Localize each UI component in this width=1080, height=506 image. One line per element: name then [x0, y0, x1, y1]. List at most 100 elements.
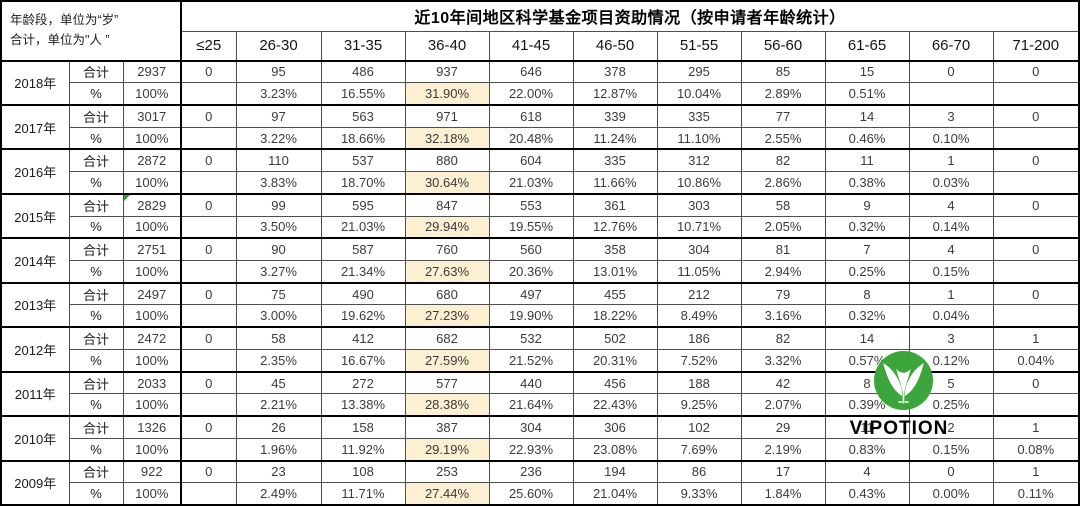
- percent-cell: [992, 304, 1080, 328]
- percent-cell: 0.43%: [824, 482, 910, 506]
- count-cell: 14: [824, 326, 910, 350]
- column-header: 36-40: [404, 30, 490, 62]
- percent-cell: 29.94%: [404, 215, 490, 239]
- percent-cell: 9.25%: [656, 393, 742, 417]
- count-cell: 502: [572, 326, 658, 350]
- percent-cell: 3.27%: [235, 260, 322, 284]
- count-cell: 0: [180, 192, 237, 217]
- row-label-percent: %: [68, 260, 124, 284]
- row-label-total: 合计: [68, 459, 124, 484]
- percent-cell: 21.03%: [320, 215, 406, 239]
- percent-cell: 10.71%: [656, 215, 742, 239]
- count-cell: 339: [572, 104, 658, 128]
- count-cell: 304: [488, 415, 574, 439]
- year-label: 2009年: [0, 459, 70, 506]
- percent-cell: 2.55%: [740, 126, 826, 150]
- percent-cell: 19.62%: [320, 304, 406, 328]
- percent-cell: 27.59%: [404, 348, 490, 373]
- total-percent-cell: 100%: [122, 215, 182, 239]
- count-cell: 306: [572, 415, 658, 439]
- age-header-row: ≤25 26-30 31-35 36-40 41-45 46-50 51-55 56-60 61…: [1, 30, 1080, 62]
- total-percent-cell: 100%: [122, 260, 182, 284]
- percent-cell: [992, 82, 1080, 106]
- corner-note-line2: 合计，单位为"人 ”: [10, 32, 110, 47]
- percent-cell: 16.67%: [320, 348, 406, 373]
- row-label-percent: %: [68, 126, 124, 150]
- percent-cell: 0.04%: [992, 348, 1080, 373]
- column-header: 61-65: [824, 30, 910, 62]
- percent-cell: 19.90%: [488, 304, 574, 328]
- percent-cell: 12.87%: [572, 82, 658, 106]
- percent-cell: 3.83%: [235, 171, 322, 195]
- percent-cell: [180, 126, 237, 150]
- count-cell: 77: [740, 104, 826, 128]
- column-header: ≤25: [180, 30, 237, 62]
- table-row: 2010年 合计 1326 0 26 158 387 304 306 102 29 11 2 1: [0, 415, 1080, 462]
- corner-note: 年龄段，单位为“岁” 合计，单位为"人 ”: [0, 0, 182, 62]
- percent-cell: 0.04%: [908, 304, 994, 328]
- count-cell: 760: [404, 237, 490, 262]
- percent-cell: 0.25%: [824, 260, 910, 284]
- percent-cell: [992, 171, 1080, 195]
- row-label-percent: %: [68, 393, 124, 417]
- column-header: 66-70: [908, 30, 994, 62]
- table-row: 2015年 合计 2829 0 99 595 847 553 361 303 58 9 4 0: [0, 192, 1080, 239]
- percent-cell: [180, 437, 237, 462]
- percent-cell: 11.10%: [656, 126, 742, 150]
- count-cell: 29: [740, 415, 826, 439]
- count-cell: 847: [404, 192, 490, 217]
- total-cell: 2497: [122, 281, 182, 306]
- count-cell: 58: [235, 326, 322, 350]
- count-cell: 880: [404, 148, 490, 173]
- count-cell: 90: [235, 237, 322, 262]
- count-cell: 108: [320, 459, 406, 484]
- count-cell: 23: [235, 459, 322, 484]
- count-cell: 560: [488, 237, 574, 262]
- row-label-percent: %: [68, 437, 124, 462]
- count-cell: 0: [908, 59, 994, 84]
- count-cell: 4: [824, 459, 910, 484]
- percent-cell: 0.46%: [824, 126, 910, 150]
- percent-cell: 0.32%: [824, 304, 910, 328]
- year-label: 2012年: [0, 326, 70, 373]
- count-cell: 0: [180, 148, 237, 173]
- percent-cell: 3.16%: [740, 304, 826, 328]
- row-label-total: 合计: [68, 192, 124, 217]
- count-cell: 1: [992, 326, 1080, 350]
- count-cell: 0: [180, 326, 237, 350]
- count-cell: 412: [320, 326, 406, 350]
- percent-cell: 27.63%: [404, 260, 490, 284]
- percent-cell: [180, 171, 237, 195]
- percent-cell: 22.43%: [572, 393, 658, 417]
- row-label-percent: %: [68, 171, 124, 195]
- percent-cell: 0.12%: [908, 348, 994, 373]
- percent-cell: 27.44%: [404, 482, 490, 506]
- table-row: 2018年 合计 2937 0 95 486 937 646 378 295 85 15 0 0: [0, 59, 1080, 106]
- count-cell: 186: [656, 326, 742, 350]
- percent-cell: [180, 393, 237, 417]
- percent-cell: [992, 260, 1080, 284]
- count-cell: 58: [740, 192, 826, 217]
- table-row: % 100% 3.50% 21.03% 29.94% 19.55% 12.76% 10.71%…: [1, 215, 1080, 239]
- table-row: 2013年 合计 2497 0 75 490 680 497 455 212 79 8 1 0: [0, 281, 1080, 328]
- count-cell: 0: [992, 148, 1080, 173]
- count-cell: 7: [824, 237, 910, 262]
- percent-cell: 3.23%: [235, 82, 322, 106]
- total-cell: 2872: [122, 148, 182, 173]
- count-cell: 194: [572, 459, 658, 484]
- total-percent-cell: 100%: [122, 304, 182, 328]
- percent-cell: 1.96%: [235, 437, 322, 462]
- percent-cell: 20.48%: [488, 126, 574, 150]
- count-cell: 158: [320, 415, 406, 439]
- percent-cell: 31.90%: [404, 82, 490, 106]
- percent-cell: 2.07%: [740, 393, 826, 417]
- total-cell: 2472: [122, 326, 182, 350]
- count-cell: 456: [572, 370, 658, 395]
- count-cell: 15: [824, 59, 910, 84]
- count-cell: 8: [824, 281, 910, 306]
- percent-cell: 0.15%: [908, 260, 994, 284]
- total-cell: 3017: [122, 104, 182, 128]
- percent-cell: 21.03%: [488, 171, 574, 195]
- table-row: 2012年 合计 2472 0 58 412 682 532 502 186 82 14 3 1: [0, 326, 1080, 373]
- count-cell: 937: [404, 59, 490, 84]
